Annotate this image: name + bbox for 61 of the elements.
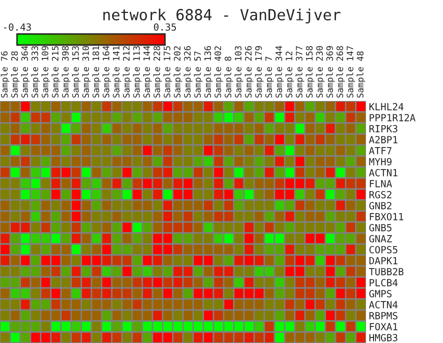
chart-title: network 6884 - VanDeVijver — [103, 8, 340, 24]
x-tick-label: Sample 215 — [52, 46, 60, 98]
x-tick-label: Sample 398 — [62, 46, 70, 98]
x-tick-label: Sample 7 — [265, 56, 274, 98]
x-tick-label: Sample 181 — [92, 46, 101, 98]
y-tick-label: FBXO11 — [370, 213, 404, 220]
y-tick-label: GNB2 — [369, 202, 392, 210]
y-tick-label: GNB5 — [369, 224, 392, 232]
x-tick-label: Sample 310 — [82, 46, 91, 98]
x-tick-label: Sample 175 — [163, 46, 172, 98]
x-tick-label: Sample 369 — [326, 46, 335, 98]
x-tick-label: Sample 377 — [296, 46, 304, 98]
y-tick-label: MYH9 — [369, 158, 392, 166]
color-bar-label: 0.35 — [154, 23, 176, 31]
x-tick-label: Sample 402 — [214, 46, 223, 98]
x-tick-label: Sample 8 — [224, 56, 234, 98]
y-tick-label: RIPK3 — [369, 125, 398, 132]
x-tick-label: Sample 326 — [184, 46, 192, 98]
x-tick-label: Sample 144 — [143, 46, 152, 98]
y-tick-label: DAPK1 — [369, 257, 398, 264]
y-tick-label: ACTN4 — [368, 301, 398, 308]
x-tick-label: Sample 57 — [194, 51, 203, 98]
color-bar-label: -0.43 — [4, 23, 31, 31]
y-tick-label: RGS2 — [369, 191, 392, 198]
y-tick-label: A2BP1 — [368, 136, 398, 144]
x-tick-label: Sample 333 — [31, 46, 40, 98]
x-tick-label: Sample 103 — [234, 46, 244, 98]
y-tick-label: COPS5 — [369, 246, 398, 254]
x-tick-label: Sample 344 — [275, 46, 284, 98]
y-tick-label: PPP1R12A — [370, 114, 416, 122]
x-tick-label: Sample 136 — [204, 46, 213, 98]
x-tick-label: Sample 230 — [316, 46, 325, 98]
x-tick-label: Sample 268 — [336, 46, 345, 98]
y-tick-label: FLNA — [370, 180, 392, 188]
x-tick-label: Sample 141 — [112, 46, 122, 98]
x-tick-label: Sample 76 — [0, 51, 10, 98]
x-tick-label: Sample 113 — [132, 46, 142, 98]
y-tick-label: KLHL24 — [369, 103, 404, 110]
y-tick-label: GNAZ — [369, 235, 392, 242]
x-tick-label: Sample 48 — [356, 51, 366, 98]
x-tick-label: Sample 28 — [10, 51, 20, 98]
x-tick-label: Sample 364 — [21, 46, 30, 98]
x-tick-label: Sample 164 — [102, 46, 112, 98]
y-tick-label: ACTN1 — [368, 169, 398, 176]
x-tick-label: Sample 147 — [346, 46, 356, 98]
y-tick-label: ATF7 — [368, 147, 392, 154]
x-tick-label: Sample 158 — [306, 46, 314, 98]
x-tick-label: Sample 202 — [174, 46, 182, 98]
y-tick-label: RBPMS — [369, 312, 398, 320]
y-tick-label: TUBB2B — [369, 268, 404, 276]
x-tick-label: Sample 228 — [153, 46, 162, 98]
x-tick-label: Sample 12 — [285, 52, 294, 98]
y-tick-label: FOXA1 — [370, 323, 398, 330]
x-tick-label: Sample 109 — [41, 46, 50, 98]
y-tick-label: HMGB3 — [369, 334, 398, 342]
x-tick-label: Sample 153 — [72, 46, 81, 98]
x-tick-label: Sample 226 — [244, 46, 254, 98]
x-tick-label: Sample 179 — [254, 46, 264, 98]
y-tick-label: PLCB4 — [370, 279, 398, 286]
x-tick-label: Sample 212 — [122, 46, 132, 98]
y-tick-label: GMPS — [369, 290, 392, 298]
